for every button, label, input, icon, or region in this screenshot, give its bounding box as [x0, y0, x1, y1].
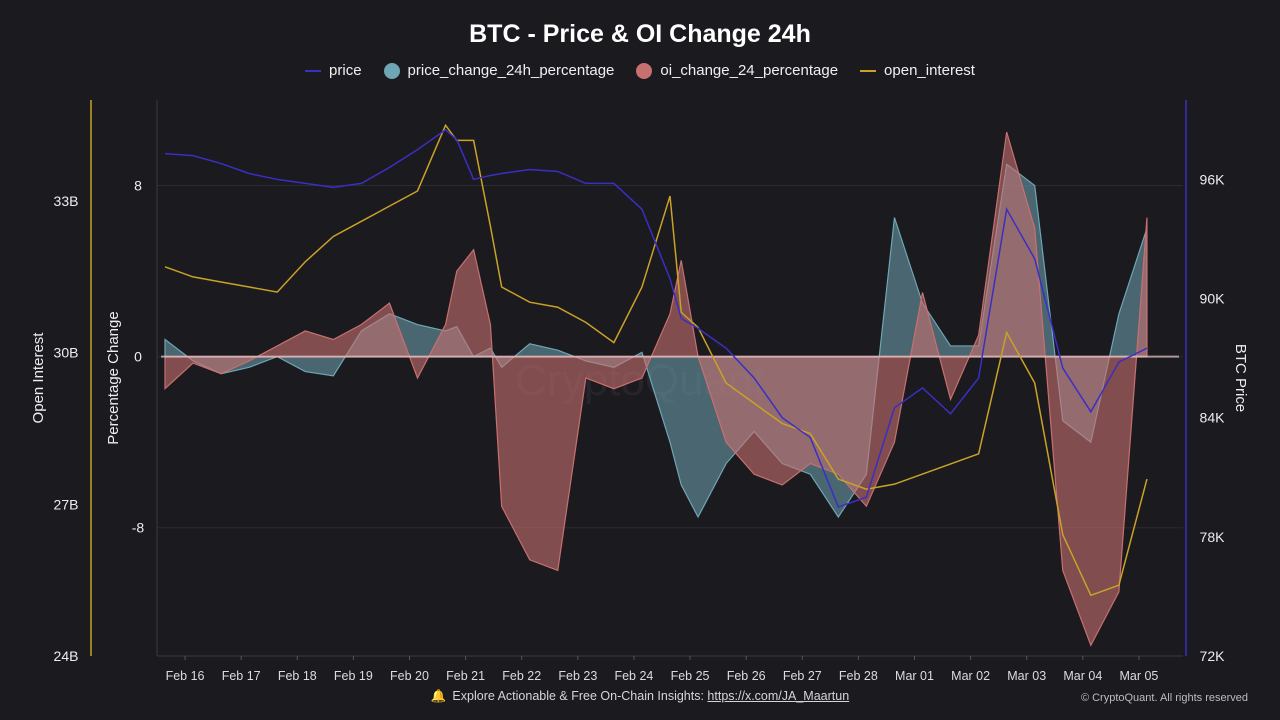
- x-tick-label: Feb 27: [783, 669, 822, 683]
- zero-line: [161, 355, 1179, 358]
- price-tick-label: 78K: [1200, 529, 1226, 545]
- open-interest-line: [164, 123, 1148, 597]
- x-tick-label: Mar 04: [1063, 669, 1102, 683]
- x-tick-label: Mar 05: [1119, 669, 1158, 683]
- price-tick-label: 90K: [1200, 291, 1226, 307]
- price-line: [164, 128, 1148, 509]
- open-interest-tick-label: 24B: [54, 648, 79, 664]
- percentage-tick-label: -8: [132, 520, 145, 536]
- percentage-tick-label: 8: [134, 178, 142, 194]
- open-interest-tick-label: 30B: [54, 345, 79, 361]
- chart-legend: price price_change_24h_percentage oi_cha…: [0, 62, 1280, 79]
- x-tick-label: Feb 17: [222, 669, 261, 683]
- open-interest-tick-label: 33B: [54, 193, 79, 209]
- x-tick-label: Mar 01: [895, 669, 934, 683]
- percentage-tick-label: 0: [134, 349, 142, 365]
- chart-title: BTC - Price & OI Change 24h: [469, 20, 811, 48]
- price-tick-label: 72K: [1200, 648, 1226, 664]
- x-tick-label: Feb 26: [727, 669, 766, 683]
- x-tick-label: Feb 18: [278, 669, 317, 683]
- price-axis-title: BTC Price: [1232, 344, 1249, 412]
- x-tick-label: Feb 24: [614, 669, 653, 683]
- x-tick-label: Feb 20: [390, 669, 429, 683]
- legend-label-price-change: price_change_24h_percentage: [407, 62, 615, 79]
- price-line-swatch: [305, 69, 322, 72]
- x-tick-label: Mar 02: [951, 669, 990, 683]
- x-tick-label: Feb 16: [166, 669, 205, 683]
- oi-change-dot-swatch: [636, 62, 653, 79]
- line-series: [164, 123, 1148, 597]
- axes: 33B 30B 27B 24B 8 0 -8 96K 90K 84K 78K 72K Feb 16 Feb…: [30, 100, 1249, 683]
- x-tick-label: Feb 22: [502, 669, 541, 683]
- legend-item-open-interest[interactable]: open_interest: [860, 62, 975, 79]
- footer-link[interactable]: https://x.com/JA_Maartun: [707, 689, 850, 703]
- legend-label-oi-change: oi_change_24_percentage: [660, 62, 839, 79]
- x-tick-label: Feb 21: [446, 669, 485, 683]
- x-tick-label: Feb 28: [839, 669, 878, 683]
- x-tick-label: Mar 03: [1007, 669, 1046, 683]
- legend-label-open-interest: open_interest: [884, 62, 975, 79]
- legend-item-price-change[interactable]: price_change_24h_percentage: [383, 62, 615, 79]
- oi-change-area: [164, 131, 1148, 647]
- price-tick-label: 96K: [1200, 171, 1226, 187]
- area-series: [161, 131, 1179, 647]
- legend-item-oi-change[interactable]: oi_change_24_percentage: [636, 62, 838, 79]
- copyright: © CryptoQuant. All rights reserved: [1080, 692, 1248, 704]
- x-tick-label: Feb 25: [671, 669, 710, 683]
- legend-label-price: price: [329, 62, 362, 79]
- percentage-axis-title: Percentage Change: [105, 311, 122, 444]
- legend-item-price[interactable]: price: [305, 62, 362, 79]
- x-tick-label: Feb 23: [558, 669, 597, 683]
- footer: 🔔 Explore Actionable & Free On-Chain Insi…: [0, 689, 1280, 704]
- footer-text: Explore Actionable & Free On-Chain Insig…: [452, 689, 708, 703]
- price-tick-label: 84K: [1200, 410, 1226, 426]
- x-tick-label: Feb 19: [334, 669, 373, 683]
- bell-icon: 🔔: [430, 689, 447, 703]
- open-interest-tick-label: 27B: [54, 496, 79, 512]
- open-interest-line-swatch: [860, 69, 877, 72]
- price-change-dot-swatch: [383, 62, 400, 79]
- open-interest-axis-title: Open Interest: [30, 332, 47, 424]
